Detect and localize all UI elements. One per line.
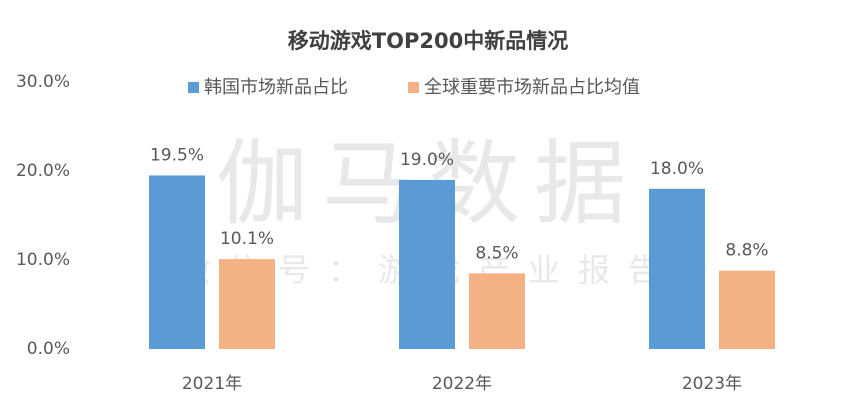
bar bbox=[399, 179, 455, 349]
value-label: 18.0% bbox=[650, 159, 704, 179]
value-label: 10.1% bbox=[220, 229, 274, 249]
bar bbox=[469, 273, 525, 349]
value-label: 19.0% bbox=[400, 150, 454, 170]
bar bbox=[149, 175, 205, 349]
legend-label: 全球重要市场新品占比均值 bbox=[424, 77, 640, 98]
x-tick-label: 2022年 bbox=[432, 374, 492, 394]
value-label: 8.5% bbox=[475, 243, 518, 263]
legend-swatch bbox=[188, 82, 199, 93]
bar bbox=[719, 270, 775, 349]
bar bbox=[649, 188, 705, 349]
y-tick-label: 20.0% bbox=[16, 161, 70, 181]
y-tick-label: 10.0% bbox=[16, 250, 70, 270]
bar bbox=[219, 259, 275, 349]
y-tick-label: 30.0% bbox=[16, 72, 70, 92]
legend-swatch bbox=[408, 82, 419, 93]
value-label: 19.5% bbox=[150, 145, 204, 165]
y-tick-label: 0.0% bbox=[27, 339, 70, 359]
value-label: 8.8% bbox=[725, 241, 768, 261]
chart-title: 移动游戏TOP200中新品情况 bbox=[288, 29, 568, 53]
legend-label: 韩国市场新品占比 bbox=[204, 77, 348, 98]
x-tick-label: 2021年 bbox=[182, 374, 242, 394]
x-tick-label: 2023年 bbox=[682, 374, 742, 394]
